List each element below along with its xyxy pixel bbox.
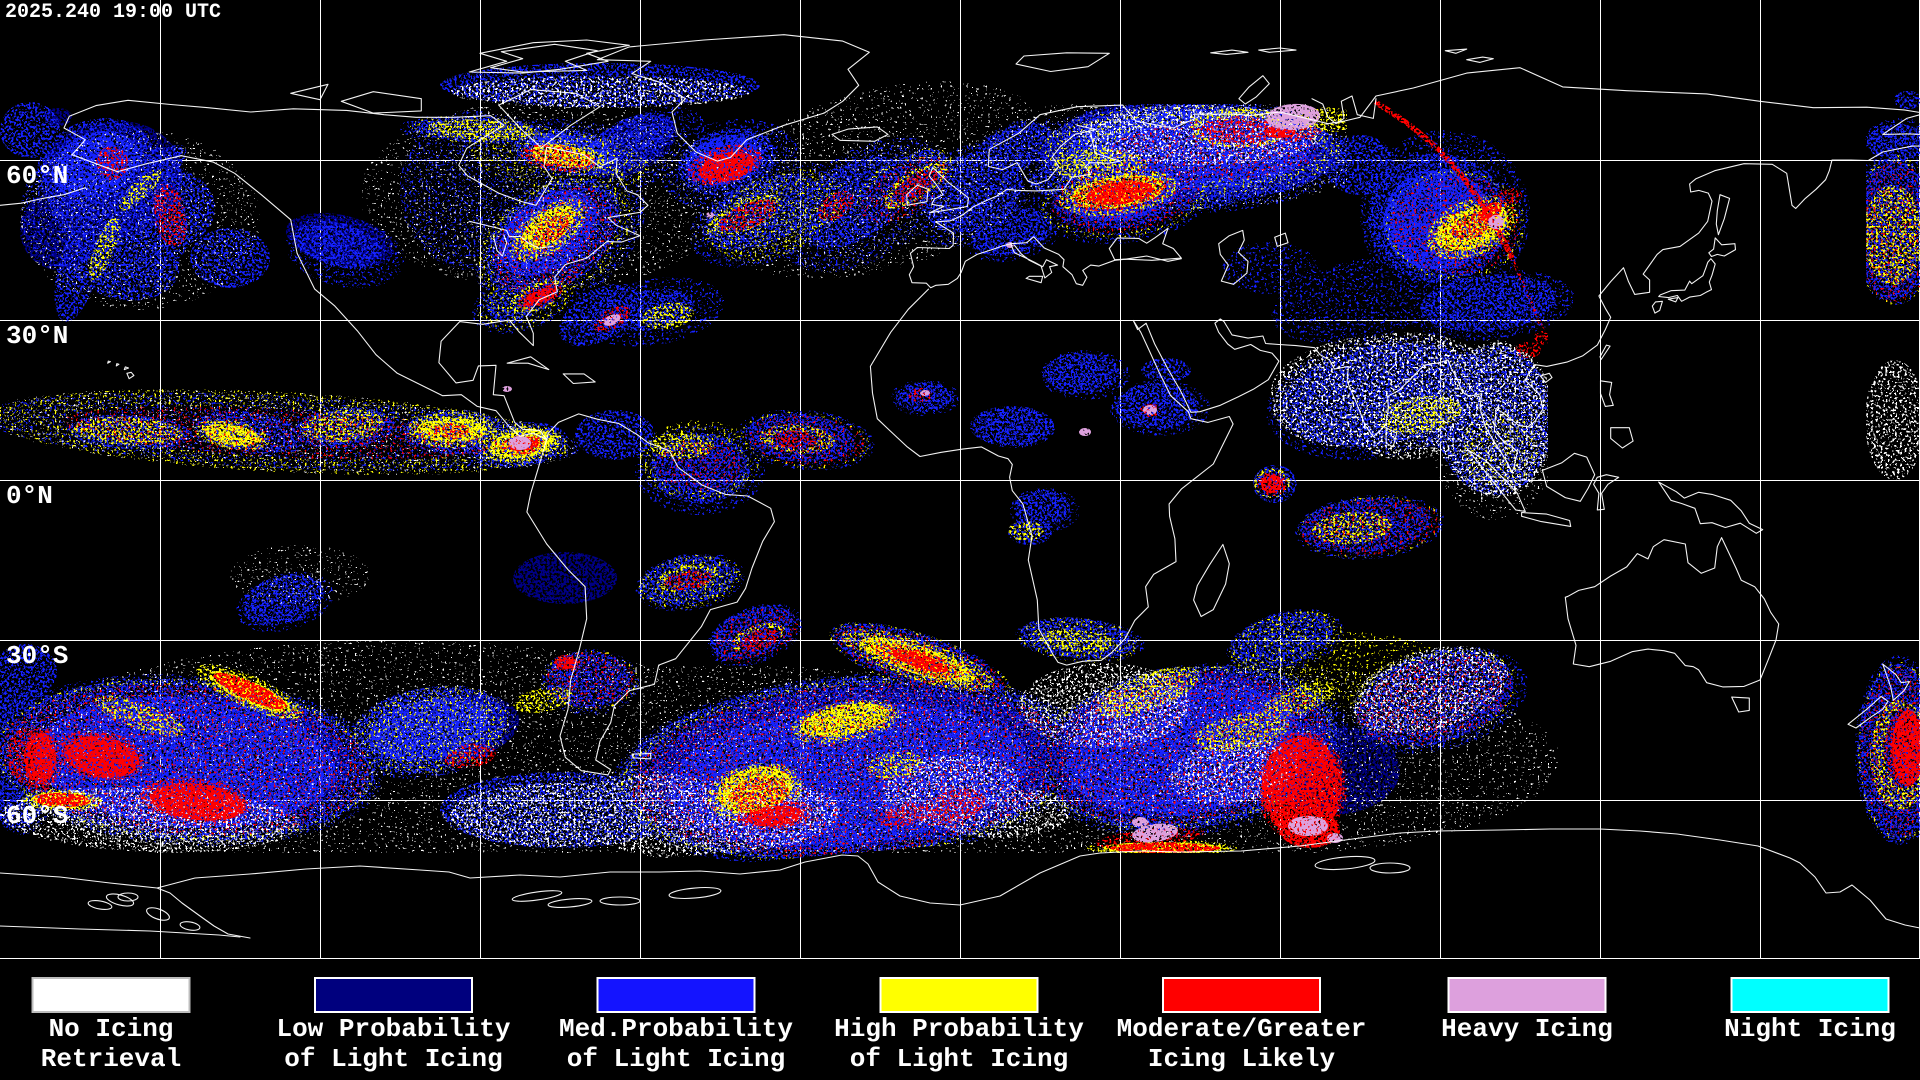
svg-text:2025.240 19:00 UTC: 2025.240 19:00 UTC — [5, 1, 221, 24]
svg-text:Low Probability: Low Probability — [276, 1014, 510, 1044]
svg-text:of Light Icing: of Light Icing — [567, 1044, 785, 1074]
svg-text:Moderate/Greater: Moderate/Greater — [1117, 1014, 1367, 1044]
svg-text:Night Icing: Night Icing — [1724, 1014, 1896, 1044]
svg-text:0°N: 0°N — [6, 481, 53, 511]
svg-text:of Light Icing: of Light Icing — [850, 1044, 1068, 1074]
svg-text:High Probability: High Probability — [834, 1014, 1084, 1044]
svg-text:60°N: 60°N — [6, 161, 68, 191]
svg-text:Retrieval: Retrieval — [41, 1044, 181, 1074]
svg-text:of Light Icing: of Light Icing — [284, 1044, 502, 1074]
svg-text:No Icing: No Icing — [49, 1014, 174, 1044]
svg-text:Med.Probability: Med.Probability — [559, 1014, 793, 1044]
svg-text:30°N: 30°N — [6, 321, 68, 351]
svg-text:Heavy Icing: Heavy Icing — [1441, 1014, 1613, 1044]
svg-text:60°S: 60°S — [6, 801, 68, 831]
svg-text:30°S: 30°S — [6, 641, 68, 671]
svg-text:Icing Likely: Icing Likely — [1148, 1044, 1336, 1074]
